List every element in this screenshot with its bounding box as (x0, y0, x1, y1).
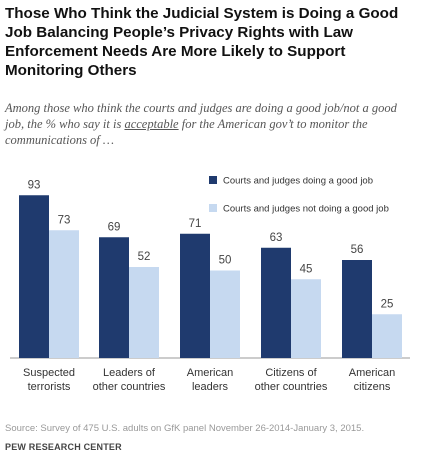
data-label: 93 (28, 179, 41, 191)
bar-not-good-job-1 (129, 267, 159, 358)
category-label: other countries (93, 381, 166, 393)
bar-good-job-2 (180, 233, 210, 358)
subtitle-text-before: Among those who think the courts and jud… (5, 101, 397, 131)
bar-good-job-1 (99, 237, 129, 358)
subtitle-text-after: for the American gov’t to monitor the co… (5, 117, 368, 147)
chart-subtitle: Among those who think the courts and jud… (5, 100, 417, 148)
data-label: 69 (108, 221, 121, 233)
legend-label: Courts and judges doing a good job (223, 176, 373, 187)
data-label: 71 (189, 218, 202, 230)
category-label: leaders (192, 381, 229, 393)
legend-swatch (209, 176, 217, 184)
bar-good-job-4 (342, 260, 372, 358)
category-label: Citizens of (265, 367, 317, 379)
data-label: 73 (58, 214, 71, 226)
legend-label: Courts and judges not doing a good job (223, 204, 389, 215)
category-label: American (349, 367, 395, 379)
category-label: terrorists (28, 381, 71, 393)
category-label: American (187, 367, 233, 379)
bar-not-good-job-3 (291, 279, 321, 358)
source-note: Source: Survey of 475 U.S. adults on GfK… (5, 423, 365, 434)
category-label: citizens (354, 381, 391, 393)
subtitle-text-underlined: acceptable (124, 117, 179, 131)
legend-swatch (209, 204, 217, 212)
bar-not-good-job-2 (210, 270, 240, 358)
data-label: 25 (381, 298, 394, 310)
category-label: Leaders of (103, 367, 156, 379)
data-label: 52 (138, 251, 151, 263)
data-label: 56 (351, 244, 364, 256)
bar-good-job-3 (261, 247, 291, 358)
category-label: other countries (255, 381, 328, 393)
chart-title: Those Who Think the Judicial System is D… (5, 5, 399, 79)
bar-not-good-job-0 (49, 230, 79, 358)
data-label: 50 (219, 255, 232, 267)
bar-good-job-0 (19, 195, 49, 358)
bar-not-good-job-4 (372, 314, 402, 358)
category-label: Suspected (23, 367, 75, 379)
data-label: 45 (300, 263, 313, 275)
credit-label: PEW RESEARCH CENTER (5, 442, 122, 452)
data-label: 63 (270, 232, 283, 244)
